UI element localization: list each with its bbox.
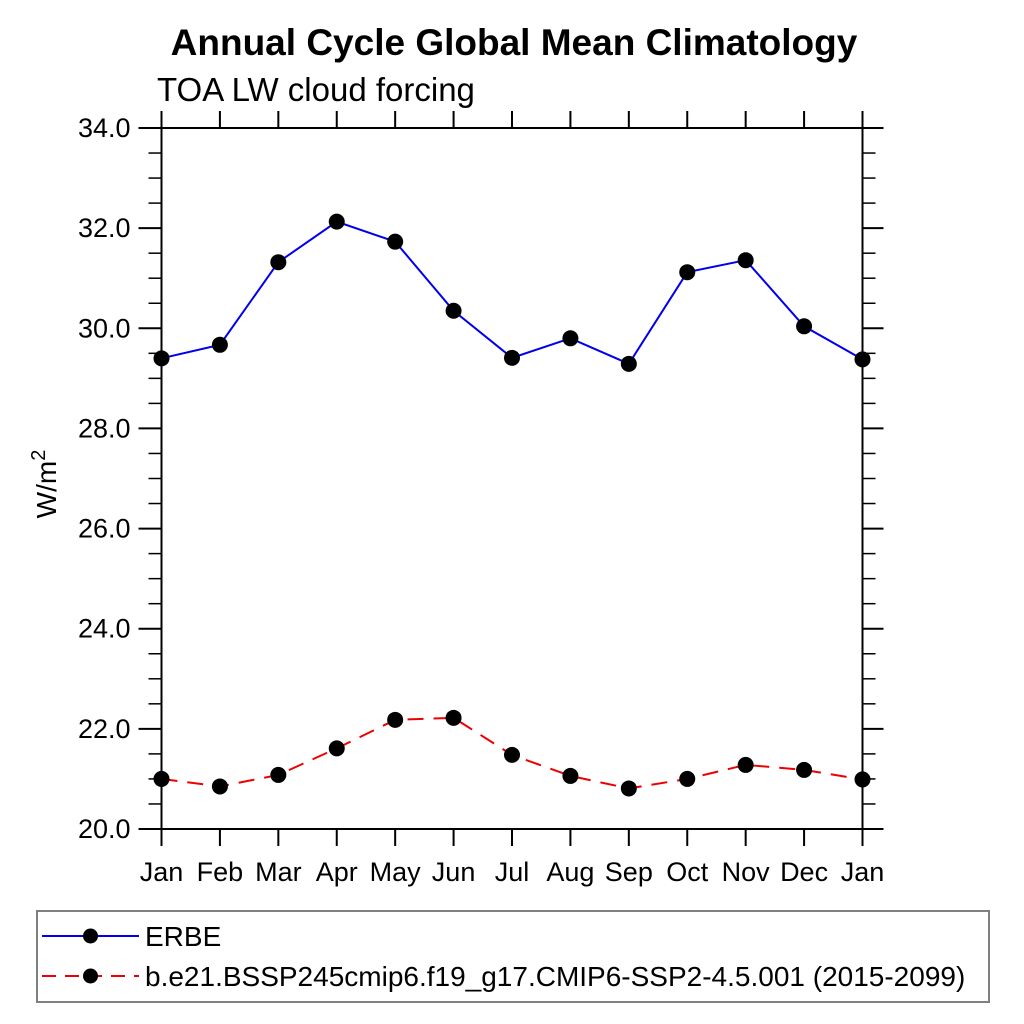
data-point xyxy=(620,780,637,797)
y-axis-title-base: W/m xyxy=(31,461,62,519)
data-point xyxy=(737,756,754,773)
x-tick-label: Apr xyxy=(316,857,358,887)
data-point xyxy=(387,711,404,728)
data-point xyxy=(504,746,520,763)
x-tick-label: Sep xyxy=(605,857,653,887)
data-point xyxy=(679,264,696,281)
data-point xyxy=(854,771,871,788)
y-tick-label: 24.0 xyxy=(78,614,131,644)
legend-label-model: b.e21.BSSP245cmip6.f19_g17.CMIP6-SSP2-4.… xyxy=(145,961,965,992)
data-point xyxy=(153,350,170,367)
y-tick-label: 20.0 xyxy=(78,814,131,844)
data-point xyxy=(328,740,345,757)
y-tick-label: 30.0 xyxy=(78,313,131,343)
x-tick-label: Mar xyxy=(255,857,302,887)
plot-border xyxy=(160,127,864,830)
data-point xyxy=(445,302,462,319)
x-tick-label: Nov xyxy=(722,857,771,887)
data-point xyxy=(153,770,170,787)
legend: ERBE b.e21.BSSP245cmip6.f19_g17.CMIP6-SS… xyxy=(36,910,990,1003)
x-tick-label: Oct xyxy=(666,857,709,887)
data-point xyxy=(737,252,754,269)
x-tick-label: Jan xyxy=(841,857,885,887)
y-tick-label: 34.0 xyxy=(78,113,131,143)
x-tick-label: May xyxy=(370,857,422,887)
data-point xyxy=(504,349,520,366)
data-point xyxy=(620,355,637,372)
data-point xyxy=(854,351,871,368)
legend-box xyxy=(36,910,990,1003)
series-erbe xyxy=(153,213,871,372)
x-tick-label: Dec xyxy=(780,857,828,887)
data-point xyxy=(270,766,287,783)
x-tick-label: Jan xyxy=(140,857,184,887)
y-tick-label: 26.0 xyxy=(78,514,131,544)
data-point xyxy=(562,767,579,784)
legend-sample-marker xyxy=(83,928,98,944)
y-tick-label: 28.0 xyxy=(78,413,131,443)
legend-sample-marker xyxy=(83,968,98,984)
data-point xyxy=(796,318,813,335)
legend-label-erbe: ERBE xyxy=(145,921,221,952)
x-tick-label: Jun xyxy=(432,857,476,887)
data-point xyxy=(796,761,813,778)
y-tick-label: 32.0 xyxy=(78,213,131,243)
y-axis-ticks: 20.0 22.0 24.0 26.0 28.0 30.0 32.0 34.0 xyxy=(78,113,884,844)
data-series xyxy=(153,213,871,797)
data-point xyxy=(211,778,228,795)
y-axis-title-superscript: 2 xyxy=(28,450,50,461)
y-tick-label: 22.0 xyxy=(78,714,131,744)
series-model xyxy=(153,709,871,797)
series-line xyxy=(161,220,863,366)
data-point xyxy=(445,709,462,726)
chart-subtitle: TOA LW cloud forcing xyxy=(157,71,475,108)
legend-line-samples xyxy=(42,928,139,984)
chart-title: Annual Cycle Global Mean Climatology xyxy=(171,22,858,63)
data-point xyxy=(387,233,404,250)
data-point xyxy=(328,213,345,230)
data-point xyxy=(211,336,228,353)
x-tick-label: Aug xyxy=(546,857,594,887)
data-point xyxy=(562,330,579,347)
y-axis-title: W/m2 xyxy=(28,450,62,519)
plot-frame xyxy=(160,127,864,830)
x-tick-label: Feb xyxy=(197,857,244,887)
x-axis-ticks: Jan Feb Mar Apr May Jun Jul Aug Sep Oct Nov Dec Jan xyxy=(140,111,885,887)
data-point xyxy=(679,770,696,787)
data-point xyxy=(270,254,287,271)
x-tick-label: Jul xyxy=(495,857,530,887)
